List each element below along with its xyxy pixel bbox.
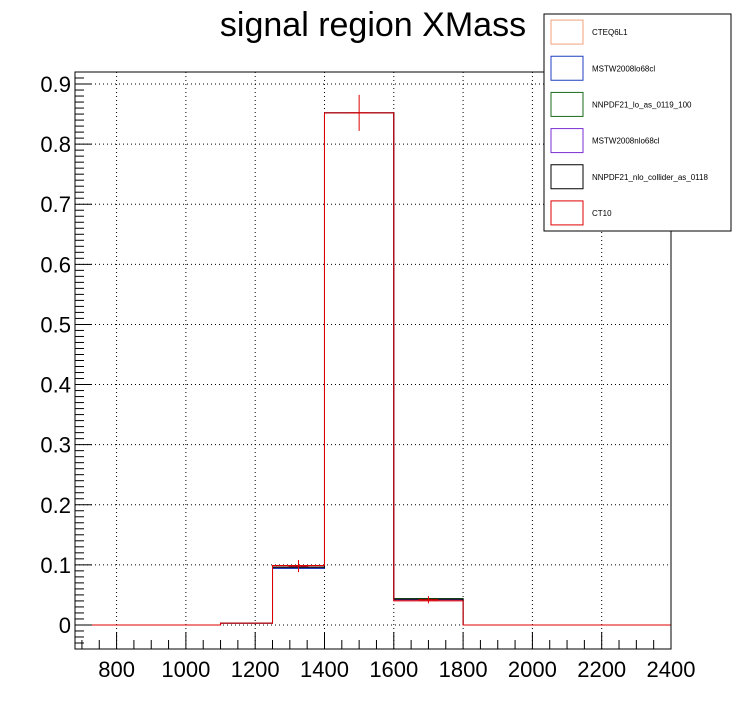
- y-tick-label: 0.4: [40, 373, 71, 398]
- legend: CTEQ6L1 MSTW2008lo68cl NNPDF21_lo_as_0119_…: [543, 13, 732, 232]
- legend-label: NNPDF21_lo_as_0119_100: [592, 100, 692, 109]
- legend-swatch: [550, 91, 584, 117]
- legend-label: MSTW2008nlo68cl: [592, 137, 660, 146]
- x-tick-label: 2200: [577, 657, 626, 682]
- y-tick-label: 0.7: [40, 192, 71, 217]
- y-tick-label: 0.2: [40, 493, 71, 518]
- x-tick-label: 800: [98, 657, 135, 682]
- x-tick-label: 2000: [508, 657, 557, 682]
- legend-box: [543, 13, 732, 232]
- y-tick-label: 0.3: [40, 433, 71, 458]
- legend-swatch: [550, 200, 584, 226]
- legend-label: NNPDF21_nlo_collider_as_0118: [592, 173, 708, 182]
- legend-swatch: [550, 55, 584, 81]
- legend-label: CTEQ6L1: [592, 28, 628, 37]
- y-tick-label: 0.9: [40, 72, 71, 97]
- chart-title: signal region XMass: [220, 6, 526, 44]
- x-tick-label: 1000: [161, 657, 210, 682]
- error-bars: [288, 94, 439, 604]
- y-tick-label: 0.6: [40, 252, 71, 277]
- legend-swatch: [550, 19, 584, 45]
- x-tick-label: 1800: [439, 657, 488, 682]
- x-tick-label: 1600: [369, 657, 418, 682]
- x-tick-label: 2400: [647, 657, 696, 682]
- y-tick-label: 0.1: [40, 553, 71, 578]
- x-tick-label: 1400: [300, 657, 349, 682]
- legend-label: MSTW2008lo68cl: [592, 64, 655, 73]
- legend-label: CT10: [592, 209, 612, 218]
- legend-swatch: [550, 128, 584, 154]
- y-tick-label: 0.5: [40, 312, 71, 337]
- y-tick-label: 0: [59, 613, 71, 638]
- axes: 800 1000 1200 1400 1600 1800 2000 2200 2400 0 0.1 0…: [40, 71, 696, 682]
- histogram-line-ct10: [75, 112, 671, 626]
- x-tick-label: 1200: [231, 657, 280, 682]
- histogram-series: [75, 112, 671, 626]
- legend-swatch: [550, 164, 584, 190]
- y-tick-label: 0.8: [40, 132, 71, 157]
